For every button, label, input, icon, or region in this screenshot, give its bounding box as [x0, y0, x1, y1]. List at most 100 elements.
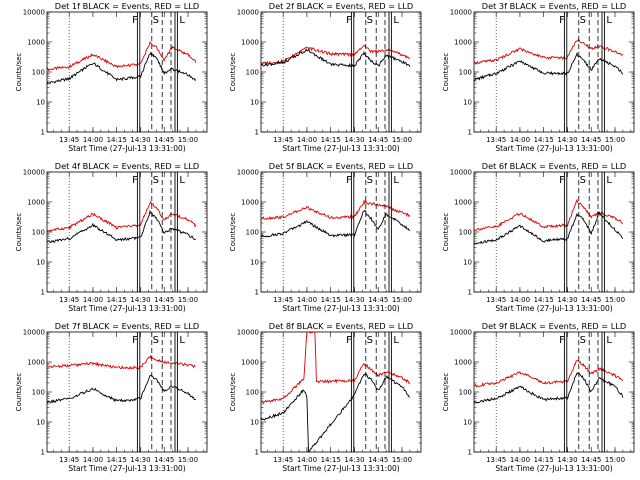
- y-tick-label: 1000: [454, 359, 472, 367]
- lld-series-line: [47, 354, 197, 370]
- y-tick-label: 100: [459, 69, 472, 77]
- flag-label-S: S: [153, 15, 159, 26]
- x-tick-label: 14:45: [368, 136, 388, 144]
- y-axis-label: Counts/sec: [229, 213, 237, 252]
- flag-label-L: L: [179, 175, 185, 186]
- x-tick-label: 14:45: [581, 456, 601, 464]
- y-tick-label: 1000: [241, 39, 259, 47]
- x-tick-label: 14:45: [154, 136, 174, 144]
- x-tick-label: 14:30: [130, 136, 150, 144]
- y-tick-label: 1: [468, 289, 472, 297]
- y-tick-label: 10000: [23, 169, 45, 177]
- lld-series-line: [474, 360, 624, 388]
- x-tick-label: 14:00: [510, 456, 530, 464]
- plot-area: [47, 200, 197, 244]
- x-tick-label: 14:00: [510, 136, 530, 144]
- x-tick-label: 14:45: [368, 456, 388, 464]
- y-tick-label: 1: [255, 129, 259, 137]
- events-series-line: [261, 209, 411, 238]
- x-tick-label: 13:45: [273, 456, 293, 464]
- x-tick-label: 14:30: [344, 136, 364, 144]
- x-tick-label: 15:00: [392, 296, 412, 304]
- flag-label-L: L: [606, 335, 612, 346]
- y-axis-label: Counts/sec: [229, 53, 237, 92]
- plot-area: [261, 199, 411, 238]
- plot-area: [474, 360, 624, 404]
- x-tick-label: 14:45: [154, 456, 174, 464]
- chart-title: Det 5f BLACK = Events, RED = LLD: [269, 161, 413, 171]
- x-tick-label: 14:45: [368, 296, 388, 304]
- y-tick-label: 100: [32, 69, 45, 77]
- x-tick-label: 15:00: [605, 456, 625, 464]
- plot-area: [474, 198, 624, 245]
- x-tick-label: 14:15: [534, 136, 554, 144]
- x-axis-label: Start Time (27-Jul-13 13:31:00): [495, 144, 612, 153]
- plot-frame: [473, 171, 635, 293]
- x-tick-label: 15:00: [605, 136, 625, 144]
- x-tick-label: 14:30: [130, 456, 150, 464]
- x-tick-label: 14:15: [321, 296, 341, 304]
- y-tick-label: 10000: [23, 329, 45, 337]
- chart-title: Det 2f BLACK = Events, RED = LLD: [269, 1, 413, 11]
- y-axis-label: Counts/sec: [15, 53, 23, 92]
- y-axis-label: Counts/sec: [229, 373, 237, 412]
- x-tick-label: 13:45: [59, 136, 79, 144]
- x-tick-label: 14:45: [154, 296, 174, 304]
- y-tick-label: 10: [36, 259, 45, 267]
- y-tick-label: 1000: [241, 199, 259, 207]
- y-tick-label: 1000: [454, 39, 472, 47]
- y-tick-label: 1: [255, 449, 259, 457]
- chart-panel-7: Det 7f BLACK = Events, RED = LLD 1 10 100 10…: [15, 321, 208, 473]
- flag-label-L: L: [393, 335, 399, 346]
- y-tick-label: 10: [250, 419, 259, 427]
- y-tick-label: 1000: [27, 359, 45, 367]
- x-tick-label: 14:00: [83, 456, 103, 464]
- x-tick-label: 14:15: [321, 136, 341, 144]
- y-tick-label: 1000: [27, 199, 45, 207]
- y-axis-label: Counts/sec: [15, 373, 23, 412]
- lld-series-line: [261, 44, 411, 66]
- y-axis-label: Counts/sec: [442, 213, 450, 252]
- x-tick-label: 14:30: [557, 296, 577, 304]
- flag-label-F: F: [346, 175, 352, 186]
- x-tick-label: 15:00: [392, 456, 412, 464]
- y-tick-label: 100: [32, 389, 45, 397]
- x-axis-label: Start Time (27-Jul-13 13:31:00): [282, 144, 399, 153]
- y-tick-label: 1: [41, 449, 45, 457]
- events-series-line: [47, 374, 196, 404]
- y-tick-label: 100: [246, 69, 259, 77]
- x-tick-label: 13:45: [486, 296, 506, 304]
- flag-label-L: L: [393, 175, 399, 186]
- x-tick-label: 14:00: [510, 296, 530, 304]
- flag-label-F: F: [132, 15, 138, 26]
- y-tick-label: 10000: [450, 9, 472, 17]
- x-tick-label: 14:00: [297, 456, 317, 464]
- x-tick-label: 14:00: [83, 296, 103, 304]
- flag-label-F: F: [132, 175, 138, 186]
- x-tick-label: 14:00: [297, 136, 317, 144]
- flag-label-L: L: [179, 335, 185, 346]
- lld-series-line: [47, 40, 197, 72]
- x-tick-label: 13:45: [486, 136, 506, 144]
- chart-panel-6: Det 6f BLACK = Events, RED = LLD 1 10 100 10…: [442, 161, 635, 313]
- plot-frame: [473, 331, 635, 453]
- y-tick-label: 10000: [450, 329, 472, 337]
- chart-title: Det 7f BLACK = Events, RED = LLD: [55, 321, 199, 331]
- y-tick-label: 10: [463, 99, 472, 107]
- x-tick-label: 15:00: [392, 136, 412, 144]
- y-tick-label: 10000: [237, 329, 259, 337]
- y-tick-label: 1: [41, 289, 45, 297]
- plot-frame: [260, 11, 422, 133]
- y-tick-label: 100: [246, 229, 259, 237]
- chart-panel-1: Det 1f BLACK = Events, RED = LLD 1 10 100 10…: [15, 1, 208, 153]
- chart-panel-9: Det 9f BLACK = Events, RED = LLD 1 10 100 10…: [442, 321, 635, 473]
- plot-frame: [46, 331, 208, 453]
- flag-label-S: S: [580, 175, 586, 186]
- x-tick-label: 14:00: [83, 136, 103, 144]
- y-tick-label: 10000: [23, 9, 45, 17]
- y-axis-label: Counts/sec: [442, 373, 450, 412]
- x-axis-label: Start Time (27-Jul-13 13:31:00): [68, 304, 185, 313]
- plot-frame: [260, 331, 422, 453]
- x-tick-label: 14:30: [344, 456, 364, 464]
